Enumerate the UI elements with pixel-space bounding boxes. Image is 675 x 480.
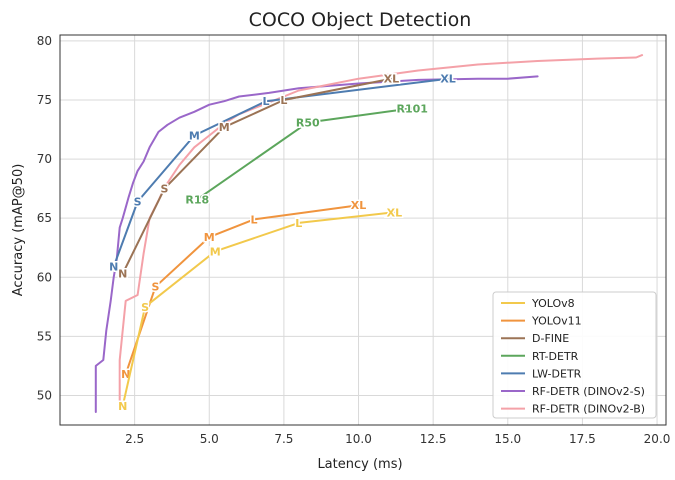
series-lw-detr: N S M L XL (108, 71, 458, 275)
series-line (121, 211, 396, 408)
point-label: R101 (397, 102, 428, 115)
point-label: M (189, 129, 200, 142)
legend-box (492, 291, 657, 419)
point-label: L (295, 217, 302, 230)
y-tick-label: 50 (37, 388, 52, 402)
series-rf-detr-dinov2-b (118, 54, 644, 402)
x-tick-label: 5.0 (200, 432, 219, 446)
x-axis-label: Latency (ms) (317, 457, 402, 472)
x-tick-label: 20.0 (644, 432, 671, 446)
point-label: L (262, 95, 269, 108)
x-tick-label: 17.5 (569, 432, 596, 446)
legend-label: LW-DETR (532, 367, 582, 380)
point-label: M (219, 121, 230, 134)
series-line (94, 75, 539, 413)
x-tick-label: 15.0 (494, 432, 521, 446)
point-label: S (161, 183, 169, 196)
series-rt-detr: R18 R50 R101 (184, 101, 430, 208)
series-line (118, 54, 644, 402)
y-tick-label: 65 (37, 211, 52, 225)
point-label: M (210, 245, 221, 258)
series-line (124, 204, 360, 376)
series-rf-detr-dinov2-s (94, 75, 539, 413)
y-tick-label: 60 (37, 270, 52, 284)
x-tick-label: 7.5 (274, 432, 293, 446)
y-tick-label: 80 (37, 34, 52, 48)
legend-label: D-FINE (532, 332, 569, 345)
point-label: S (141, 301, 149, 314)
series-line (112, 77, 450, 268)
y-tick-label: 70 (37, 152, 52, 166)
point-label: XL (384, 73, 400, 86)
point-label: S (152, 281, 160, 294)
legend-label: YOLOv8 (531, 297, 575, 310)
chart-title: COCO Object Detection (249, 9, 472, 31)
y-tick-label: 55 (37, 329, 52, 343)
point-label: N (118, 268, 127, 281)
x-tick-label: 10.0 (345, 432, 372, 446)
y-axis-label: Accuracy (mAP@50) (11, 164, 26, 297)
legend-label: RT-DETR (532, 350, 579, 363)
point-label: M (204, 231, 215, 244)
point-label: XL (440, 73, 456, 86)
legend-label: YOLOv11 (531, 315, 582, 328)
point-label: N (109, 261, 118, 274)
series-line (121, 77, 393, 275)
x-tick-label: 12.5 (420, 432, 447, 446)
point-label: R18 (185, 193, 209, 206)
series-yolov8: N S M L XL (117, 205, 404, 415)
point-label: L (280, 94, 287, 107)
point-label: R50 (296, 116, 320, 129)
legend-label: RF-DETR (DINOv2-S) (532, 385, 645, 398)
point-label: L (251, 213, 258, 226)
legend-label: RF-DETR (DINOv2-B) (532, 403, 645, 416)
point-label: S (134, 196, 142, 209)
point-label: XL (387, 206, 403, 219)
point-label: N (118, 400, 127, 413)
plot-area-frame (59, 34, 667, 426)
series-d-fine: N S M L XL (117, 71, 401, 282)
ticks: 2.5 5.0 7.5 10.0 12.5 15.0 17.5 20.0 50 55 60 65 70 7… (37, 34, 671, 446)
y-tick-label: 75 (37, 93, 52, 107)
x-tick-label: 2.5 (125, 432, 144, 446)
series-line (196, 107, 414, 201)
legend: YOLOv8 YOLOv11 D-FINE RT-DETR LW-DETR RF-DETR… (492, 291, 657, 419)
point-label: XL (351, 199, 367, 212)
series-yolov11: N S M L XL (120, 198, 368, 383)
